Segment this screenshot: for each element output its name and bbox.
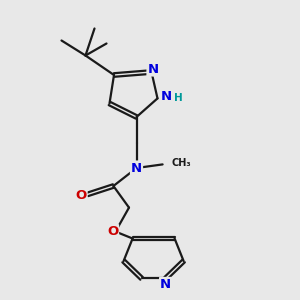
Text: O: O [75,189,87,203]
Text: N: N [131,161,142,175]
Text: N: N [160,90,172,104]
Text: N: N [147,62,159,76]
Text: N: N [160,278,171,291]
Text: CH₃: CH₃ [171,158,190,169]
Text: O: O [107,225,118,238]
Text: H: H [174,93,183,103]
